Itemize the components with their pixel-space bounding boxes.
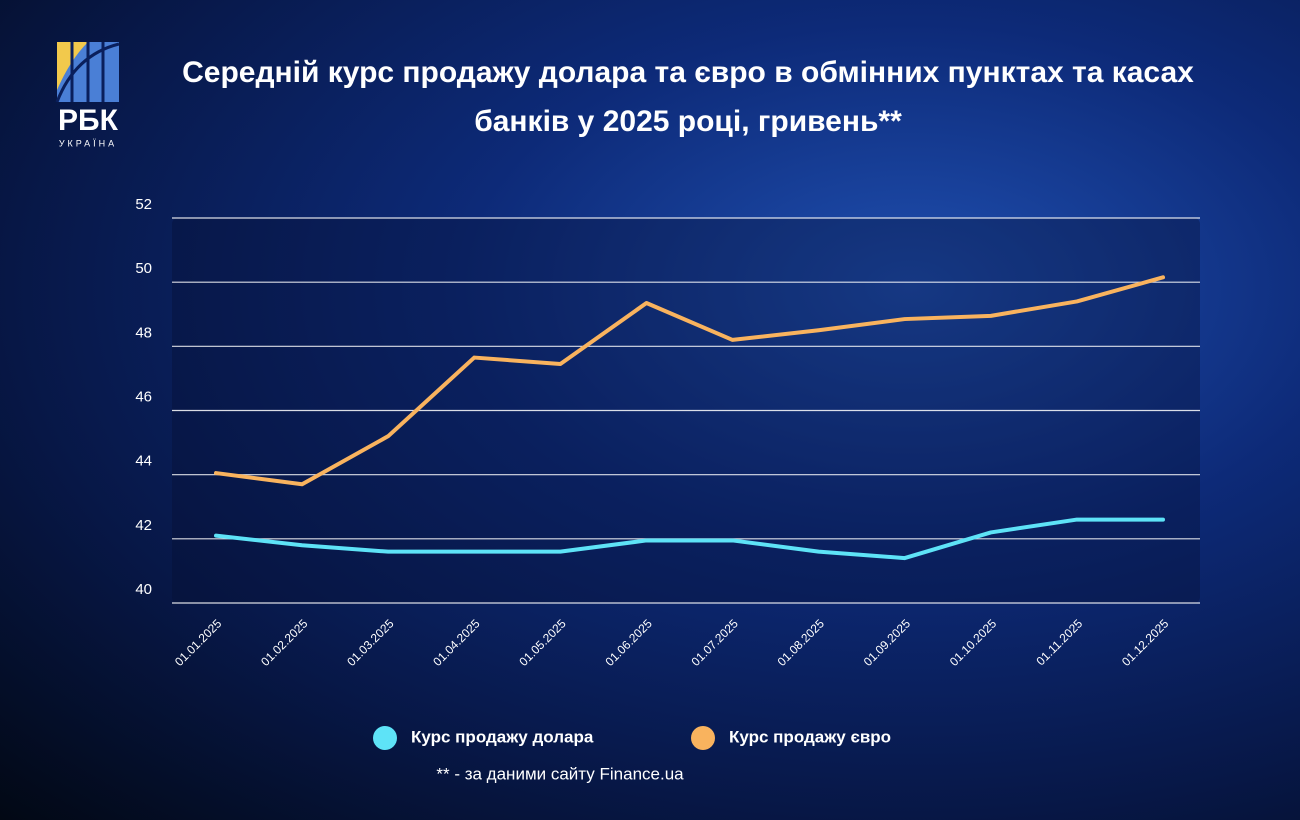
x-tick-label: 01.07.2025: [689, 616, 742, 669]
footnote: ** - за даними сайту Finance.ua: [436, 764, 684, 783]
legend-label: Курс продажу євро: [729, 727, 891, 746]
logo-sub: УКРАЇНА: [59, 138, 117, 148]
x-tick-label: 01.04.2025: [430, 616, 483, 669]
logo-lines: [70, 42, 105, 102]
x-tick-label: 01.02.2025: [258, 616, 311, 669]
x-tick-label: 01.08.2025: [775, 616, 828, 669]
x-tick-label: 01.06.2025: [602, 616, 655, 669]
logo-curve: [55, 42, 120, 103]
series-line: [214, 517, 1165, 561]
x-tick-label: 01.12.2025: [1119, 616, 1172, 669]
logo-name: РБК: [58, 104, 119, 137]
x-tick-label: 01.09.2025: [861, 616, 914, 669]
series-line: [214, 275, 1165, 487]
y-tick-label: 50: [135, 260, 152, 277]
x-tick-label: 01.11.2025: [1034, 616, 1086, 668]
y-tick-label: 40: [135, 581, 152, 598]
legend-label: Курс продажу долара: [411, 727, 594, 746]
legend-marker: [691, 726, 715, 750]
y-tick-label: 48: [135, 324, 152, 341]
y-tick-label: 42: [135, 517, 152, 534]
logo: РБК УКРАЇНА: [55, 42, 120, 148]
legend-marker: [373, 726, 397, 750]
x-tick-label: 01.10.2025: [947, 616, 1000, 669]
logo-accent: [57, 42, 88, 90]
y-tick-label: 46: [135, 388, 152, 405]
y-tick-label: 52: [135, 196, 152, 213]
x-tick-label: 01.03.2025: [344, 616, 397, 669]
x-tick-label: 01.01.2025: [172, 616, 225, 669]
y-tick-label: 44: [135, 453, 152, 470]
chart-title: Середній курс продажу долара та євро в о…: [182, 56, 1194, 138]
x-tick-label: 01.05.2025: [516, 616, 569, 669]
